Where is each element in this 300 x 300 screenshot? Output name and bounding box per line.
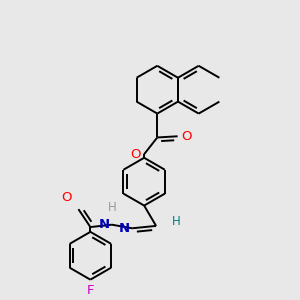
Text: O: O — [182, 130, 192, 143]
Text: N: N — [119, 222, 130, 235]
Text: H: H — [172, 214, 181, 228]
Text: O: O — [61, 191, 72, 204]
Text: O: O — [130, 148, 141, 161]
Text: N: N — [98, 218, 110, 231]
Text: F: F — [87, 284, 94, 297]
Text: H: H — [107, 202, 116, 214]
